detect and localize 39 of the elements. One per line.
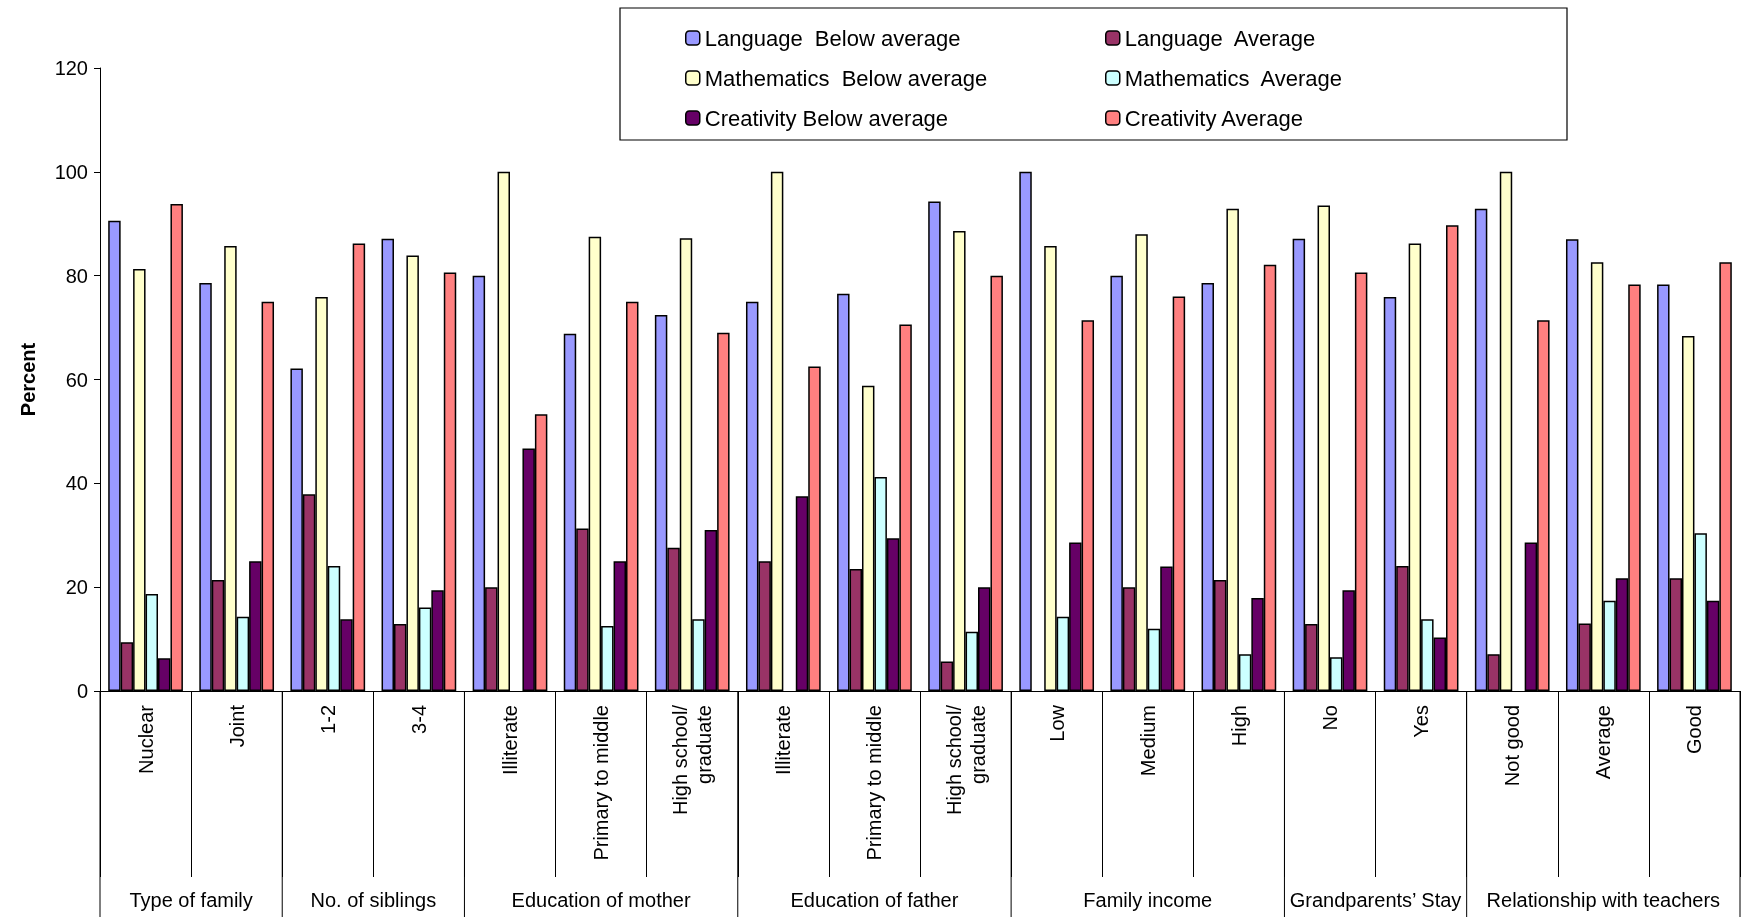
- x-tick-label: Nuclear: [134, 704, 157, 774]
- y-tick-label: 100: [54, 160, 88, 183]
- x-tick-label: Medium: [1136, 705, 1159, 777]
- legend-label: Language Below average: [704, 25, 961, 51]
- legend-label: Language Average: [1124, 25, 1316, 51]
- x-tick-label: Joint: [225, 704, 248, 748]
- y-axis-title: Percent: [17, 342, 39, 417]
- y-tick-label: 120: [54, 57, 88, 79]
- x-tick-label: High: [1227, 705, 1250, 747]
- text: No. of siblings: [310, 889, 437, 911]
- x-tick-label: Yes: [1410, 705, 1433, 738]
- x-tick-label: Illiterate: [499, 705, 521, 776]
- x-tick-label: Not good: [1501, 705, 1524, 787]
- text: Relationship with teachers: [1486, 889, 1721, 911]
- x-tick-label: 3-4: [407, 705, 430, 734]
- x-tick-label: Average: [1592, 705, 1615, 780]
- x-tick-label: High school/ graduate: [669, 704, 716, 816]
- x-tick-label: Good: [1683, 705, 1706, 754]
- y-tick-label: 80: [65, 264, 88, 287]
- legend-label: Creativity Average: [1124, 105, 1303, 131]
- text: Education of mother: [511, 889, 691, 911]
- y-tick-label: 0: [76, 680, 88, 702]
- x-tick-label: Primary to middle: [863, 705, 886, 861]
- legend-label: Mathematics Average: [1124, 65, 1343, 91]
- x-tick-label: High school/ graduate: [942, 704, 989, 816]
- text: Family income: [1083, 889, 1213, 911]
- legend-label: Mathematics Below average: [704, 65, 988, 91]
- x-tick-label: No: [1319, 705, 1341, 731]
- x-tick-label: Illiterate: [772, 705, 795, 776]
- legend-label: Creativity Below average: [704, 105, 949, 131]
- y-tick-label: 40: [65, 472, 88, 495]
- y-tick-label: 60: [65, 368, 88, 391]
- text: Education of father: [790, 889, 959, 911]
- y-tick-label: 20: [65, 576, 88, 599]
- x-tick-label: Low: [1045, 704, 1068, 742]
- text: Type of family: [129, 889, 253, 911]
- text: Grandparents’ Stay: [1289, 889, 1462, 911]
- x-tick-label: 1-2: [316, 705, 339, 734]
- x-tick-label: Primary to middle: [590, 705, 613, 861]
